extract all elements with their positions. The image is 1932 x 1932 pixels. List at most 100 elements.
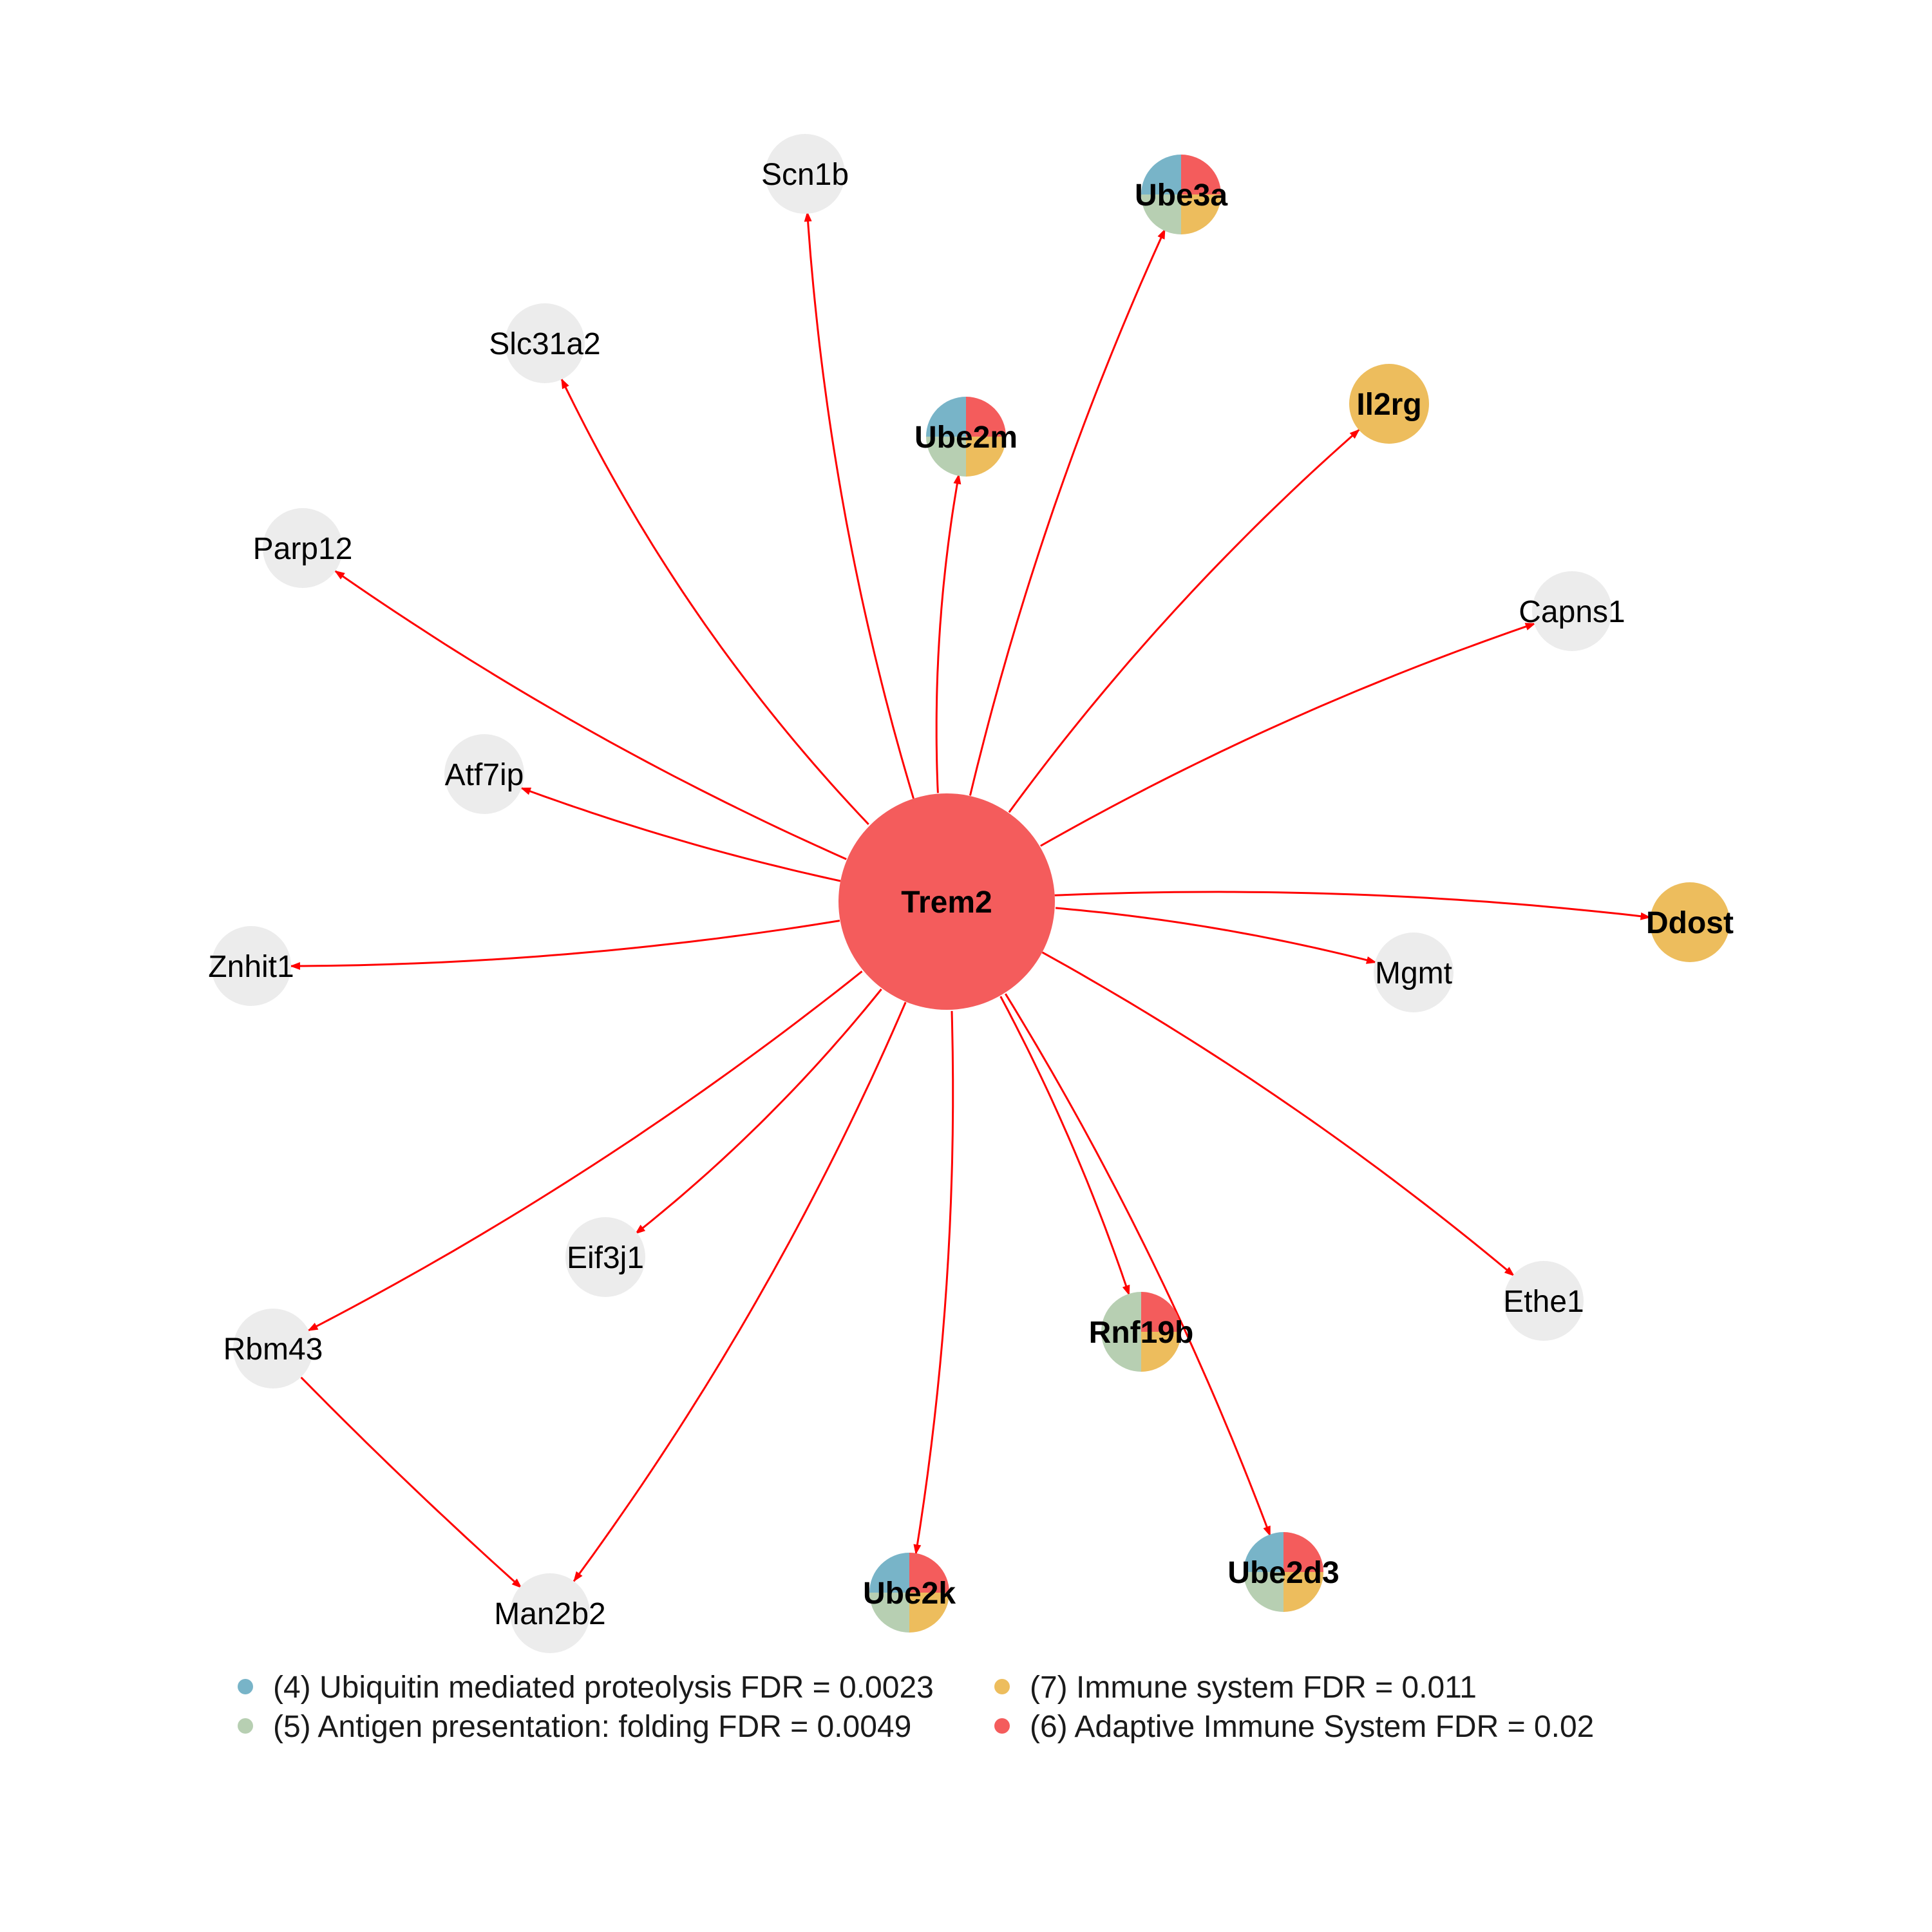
arrowhead-slc31a2 xyxy=(561,378,569,390)
edge-trem2-ube3a xyxy=(969,228,1166,796)
node-circle xyxy=(765,134,845,214)
pie-slice-immune xyxy=(1283,1572,1323,1612)
node-trem2[interactable]: Trem2 xyxy=(838,793,1055,1010)
edge-trem2-il2rg xyxy=(1008,428,1361,813)
pie-slice-antigen xyxy=(1101,1292,1141,1332)
node-label: Ethe1 xyxy=(1503,1285,1584,1319)
pie-slice-ubiquitin xyxy=(926,397,966,437)
pie-slice-ubiquitin xyxy=(1244,1532,1283,1572)
node-eif3j1[interactable]: Eif3j1 xyxy=(565,1217,645,1297)
arrowhead-rnf19b xyxy=(1122,1284,1130,1296)
node-label: Ube3a xyxy=(1135,178,1227,213)
pie-slice-antigen xyxy=(1101,1332,1141,1372)
node-label: Ddost xyxy=(1646,906,1734,940)
node-circle xyxy=(211,926,291,1006)
arrowhead-rbm43 xyxy=(307,1323,319,1331)
pie-slice-adaptive xyxy=(1141,1292,1181,1332)
node-ube3a[interactable]: Ube3a xyxy=(1135,155,1227,234)
node-circle xyxy=(510,1573,590,1653)
node-circle xyxy=(233,1309,313,1388)
arrowhead-eif3j1 xyxy=(634,1224,646,1235)
pie-slice-immune xyxy=(1181,194,1221,234)
node-il2rg[interactable]: Il2rg xyxy=(1349,364,1429,444)
node-man2b2[interactable]: Man2b2 xyxy=(494,1573,606,1653)
arrowhead-man2b2 xyxy=(573,1571,583,1582)
pie-slice-immune xyxy=(966,437,1006,477)
edge-trem2-ethe1 xyxy=(1041,951,1515,1278)
arrowhead-ethe1 xyxy=(1504,1267,1515,1276)
edge-trem2-atf7ip xyxy=(520,786,841,882)
legend-dot-immune xyxy=(994,1679,1010,1694)
node-ube2k[interactable]: Ube2k xyxy=(863,1553,956,1633)
node-circle xyxy=(1532,571,1612,651)
arrowhead-ube3a xyxy=(1157,228,1166,240)
legend-dot-ubiquitin xyxy=(238,1679,253,1694)
edge-trem2-rbm43 xyxy=(307,971,863,1332)
pie-slice-adaptive xyxy=(1283,1532,1323,1572)
node-parp12[interactable]: Parp12 xyxy=(253,508,353,588)
edge-trem2-slc31a2 xyxy=(560,377,869,826)
node-circle xyxy=(1504,1261,1584,1341)
node-circle xyxy=(1650,882,1730,962)
edge-trem2-ube2k xyxy=(914,1010,954,1555)
node-rnf19b[interactable]: Rnf19b xyxy=(1089,1292,1194,1372)
node-label: Ube2d3 xyxy=(1227,1556,1339,1590)
legend-text-antigen: (5) Antigen presentation: folding FDR = … xyxy=(273,1710,911,1744)
node-label: Trem2 xyxy=(901,886,992,920)
arrowhead-ube2d3 xyxy=(1263,1525,1271,1537)
node-label: Mgmt xyxy=(1375,956,1452,990)
node-circle xyxy=(263,508,343,588)
pie-slice-ubiquitin xyxy=(869,1553,909,1593)
legend: (4) Ubiquitin mediated proteolysis FDR =… xyxy=(238,1671,1594,1744)
node-label: Atf7ip xyxy=(445,758,524,792)
node-ube2m[interactable]: Ube2m xyxy=(914,397,1018,477)
edge-trem2-rnf19b xyxy=(999,996,1131,1296)
node-label: Capns1 xyxy=(1519,595,1625,629)
pie-slice-adaptive xyxy=(966,397,1006,437)
node-label: Ube2m xyxy=(914,421,1018,455)
edge-trem2-capns1 xyxy=(1040,622,1537,847)
pie-slice-immune xyxy=(1141,1332,1181,1372)
node-label: Eif3j1 xyxy=(567,1241,644,1275)
pie-slice-ubiquitin xyxy=(1141,155,1181,194)
node-capns1[interactable]: Capns1 xyxy=(1519,571,1625,651)
arrowhead-parp12 xyxy=(334,570,345,580)
edge-trem2-ube2m xyxy=(935,473,960,793)
arrowhead-ube2m xyxy=(953,473,961,485)
node-label: Slc31a2 xyxy=(489,327,600,361)
arrowhead-ddost xyxy=(1640,912,1651,920)
node-label: Znhit1 xyxy=(208,950,294,984)
pie-slice-antigen xyxy=(926,437,966,477)
node-atf7ip[interactable]: Atf7ip xyxy=(444,734,524,814)
node-slc31a2[interactable]: Slc31a2 xyxy=(489,303,601,383)
arrowhead-man2b2 xyxy=(511,1578,522,1589)
edge-trem2-parp12 xyxy=(334,569,847,860)
node-ethe1[interactable]: Ethe1 xyxy=(1503,1261,1584,1341)
node-circle xyxy=(565,1217,645,1297)
pie-slice-antigen xyxy=(1141,194,1181,234)
arrowhead-il2rg xyxy=(1349,429,1360,439)
node-circle xyxy=(505,303,585,383)
node-circle xyxy=(444,734,524,814)
node-label: Rnf19b xyxy=(1089,1316,1194,1350)
node-circle xyxy=(1349,364,1429,444)
pie-slice-antigen xyxy=(1244,1572,1283,1612)
node-rbm43[interactable]: Rbm43 xyxy=(223,1309,323,1388)
node-label: Ube2k xyxy=(863,1577,956,1611)
node-label: Rbm43 xyxy=(223,1332,323,1367)
arrowhead-mgmt xyxy=(1366,956,1377,964)
edge-trem2-scn1b xyxy=(806,211,914,799)
node-label: Scn1b xyxy=(761,158,849,192)
arrowhead-scn1b xyxy=(804,211,812,222)
node-ddost[interactable]: Ddost xyxy=(1646,882,1734,962)
node-scn1b[interactable]: Scn1b xyxy=(761,134,849,214)
node-label: Il2rg xyxy=(1356,388,1421,422)
node-znhit1[interactable]: Znhit1 xyxy=(208,926,294,1006)
node-mgmt[interactable]: Mgmt xyxy=(1374,933,1454,1012)
arrowhead-znhit1 xyxy=(289,962,300,970)
node-ube2d3[interactable]: Ube2d3 xyxy=(1227,1532,1340,1612)
edge-trem2-znhit1 xyxy=(289,920,840,967)
edge-trem2-ddost xyxy=(1054,891,1651,919)
edge-trem2-eif3j1 xyxy=(634,989,882,1235)
